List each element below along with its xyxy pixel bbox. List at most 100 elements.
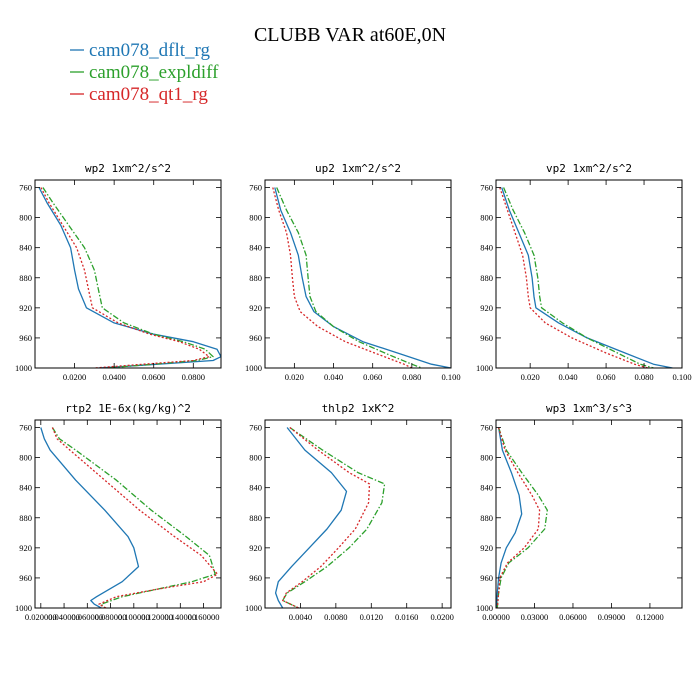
series-group [272,187,451,368]
y-tick-label: 840 [480,243,493,253]
x-tick-label: 0.160000 [188,612,220,622]
plot-frame [264,179,452,369]
y-tick-label: 960 [249,573,262,583]
chart-panel: rtp2 1E-6x(kg/kg)^2 760 800 840 880 920 960 100… [15,402,222,622]
y-tick-label: 840 [19,483,32,493]
y-tick-label: 760 [19,183,32,193]
x-tick-label: 0.080 [634,372,653,382]
x-tick-label: 0.0400 [102,372,125,382]
panel-title: up2 1xm^2/s^2 [315,162,401,175]
panel-title: thlp2 1xK^2 [322,402,395,415]
chart-panel: thlp2 1xK^2 760 800 840 880 920 960 1000 0.0040 0… [245,402,454,622]
chart-panel: vp2 1xm^2/s^2 760 800 840 880 920 960 1000 0.020… [476,162,692,382]
panel-title: rtp2 1E-6x(kg/kg)^2 [65,402,191,415]
x-tick-label: 0.060 [597,372,616,382]
x-tick-label: 0.0080 [324,612,347,622]
y-tick-label: 920 [480,303,493,313]
y-tick-label: 800 [19,213,32,223]
x-tick-label: 0.040 [559,372,578,382]
x-tick-label: 0.100 [672,372,691,382]
series-line [499,187,648,368]
x-tick-label: 0.0800 [182,372,205,382]
series-line [282,426,371,608]
x-tick-label: 0.100000 [118,612,150,622]
y-tick-label: 880 [249,513,262,523]
y-tick-label: 960 [480,573,493,583]
series-line [503,187,654,368]
series-line [276,187,422,368]
chart-panel: wp2 1xm^2/s^2 760 800 840 880 920 960 1000 0.020… [15,162,222,382]
y-tick-label: 960 [480,333,493,343]
y-tick-label: 840 [249,243,262,253]
y-tick-label: 800 [19,453,32,463]
y-tick-label: 920 [19,543,32,553]
x-tick-label: 0.020000 [25,612,57,622]
legend-entry: cam078_qt1_rg [89,84,208,105]
plot-frame [495,179,683,369]
x-tick-label: 0.06000 [559,612,587,622]
y-tick-label: 1000 [476,603,493,613]
series-line [501,187,673,368]
x-tick-label: 0.120000 [141,612,173,622]
panel-title: wp2 1xm^2/s^2 [85,162,171,175]
series-line [496,427,541,608]
chart-panel: wp3 1xm^3/s^3 760 800 840 880 920 960 10000.000… [476,402,683,622]
y-tick-label: 840 [249,483,262,493]
x-tick-label: 0.00000 [482,612,510,622]
legend-entry: cam078_expldiff [89,62,219,83]
legend: cam078_dflt_rgcam078_expldiffcam078_qt1_… [70,40,219,105]
series-line [274,187,451,368]
series-line [282,426,386,608]
chart-title: CLUBB VAR at60E,0N [254,24,446,46]
series-line [51,427,219,608]
chart-panel: up2 1xm^2/s^2 760 800 840 880 920 960 1000 0.020… [245,162,461,382]
series-line [40,187,210,368]
x-tick-label: 0.040 [324,372,343,382]
x-tick-label: 0.0120 [360,612,383,622]
x-tick-label: 0.0600 [142,372,165,382]
x-tick-label: 0.0040 [289,612,312,622]
y-tick-label: 960 [19,333,32,343]
x-tick-label: 0.100 [441,372,460,382]
series-line [42,187,214,368]
y-tick-label: 1000 [245,603,262,613]
y-tick-label: 760 [19,423,32,433]
plot-frame [34,419,222,609]
y-tick-label: 840 [19,243,32,253]
x-tick-label: 0.040000 [48,612,80,622]
y-tick-label: 880 [480,273,493,283]
y-tick-label: 920 [249,543,262,553]
series-group [496,427,548,608]
x-tick-label: 0.0200 [430,612,453,622]
y-tick-label: 880 [480,513,493,523]
y-tick-label: 800 [249,213,262,223]
series-group [38,187,221,368]
y-tick-label: 800 [249,453,262,463]
y-tick-label: 1000 [15,603,32,613]
series-line [51,427,216,608]
x-tick-label: 0.140000 [164,612,196,622]
x-tick-label: 0.12000 [636,612,664,622]
x-tick-label: 0.020 [521,372,540,382]
panels: wp2 1xm^2/s^276080084088092096010000.020… [15,162,692,622]
plot-frame [264,419,452,609]
x-tick-label: 0.03000 [521,612,549,622]
series-group [274,426,386,608]
series-line [38,187,221,368]
y-tick-label: 880 [249,273,262,283]
y-tick-label: 1000 [476,363,493,373]
x-tick-label: 0.09000 [598,612,626,622]
series-line [40,427,140,608]
x-tick-label: 0.0160 [395,612,418,622]
y-tick-label: 800 [480,453,493,463]
x-tick-label: 0.0200 [63,372,86,382]
y-tick-label: 920 [249,303,262,313]
y-tick-label: 760 [480,183,493,193]
y-tick-label: 960 [249,333,262,343]
plot-frame [495,419,683,609]
legend-entry: cam078_dflt_rg [89,40,211,61]
panel-title: wp3 1xm^3/s^3 [546,402,632,415]
series-line [274,427,348,608]
x-tick-label: 0.080 [402,372,421,382]
y-tick-label: 840 [480,483,493,493]
